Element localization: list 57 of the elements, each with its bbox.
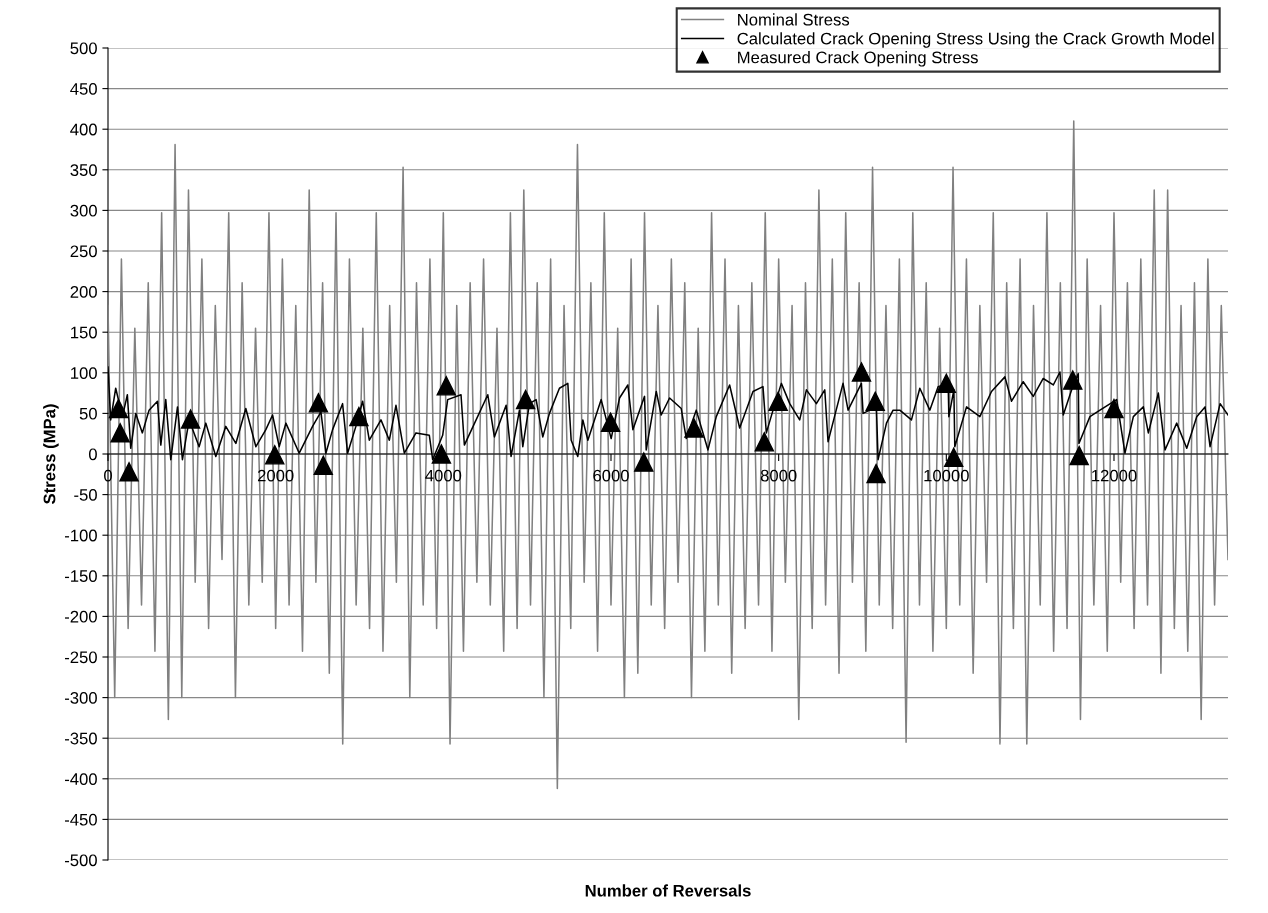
point [265,445,285,465]
point [119,462,139,482]
y-tick-label: 400 [70,123,97,136]
point [1063,370,1083,390]
y-tick-label: 300 [70,204,97,217]
y-tick-label: 0 [88,448,97,461]
point [754,432,775,452]
point [110,423,130,443]
y-tick-label: -450 [64,813,97,826]
y-tick-label: 100 [71,367,97,379]
point [634,452,654,472]
y-tick-label: -200 [64,610,97,623]
point [431,444,452,464]
point [851,362,872,382]
y-axis-title: Stress (MPa) [43,404,59,504]
point [865,391,885,411]
point [1104,398,1124,419]
y-tick-label: -400 [64,773,97,785]
y-tick-label: -150 [64,570,97,582]
y-tick-label: 500 [70,42,97,55]
point [943,447,964,467]
point [180,409,201,429]
y-tick-label: -250 [64,651,97,664]
point [936,373,957,394]
legend-label: Measured Crack Opening Stress [738,51,978,67]
y-tick-label: 150 [71,326,97,339]
x-tick-label: 10000 [924,469,969,482]
point [600,412,621,433]
point [1069,445,1089,466]
y-tick-label: 200 [70,286,97,298]
y-tick-label: 50 [79,407,97,420]
point [108,398,129,419]
y-tick-label: -350 [64,732,97,745]
point [308,393,329,413]
y-tick-label: -50 [74,489,97,501]
y-tick-label: 350 [70,164,97,176]
y-tick-label: -100 [64,529,97,542]
point [684,418,704,438]
y-tick-label: 450 [70,83,97,95]
y-tick-label: -500 [64,854,97,867]
x-axis-title: Number of Reversals [585,884,751,897]
x-tick-label: 12000 [1092,469,1137,482]
point [768,391,788,411]
x-tick-label: 2000 [257,469,294,482]
point [349,406,369,427]
point [866,463,886,484]
y-tick-label: -300 [64,692,97,704]
legend-label: Nominal Stress [738,13,850,26]
x-tick-label: 8000 [760,469,797,482]
y-tick-label: 250 [70,245,97,258]
point [313,455,334,476]
point [436,376,456,396]
legend-label: Calculated Crack Opening Stress Using the Crack Growth Model [737,32,1214,48]
x-tick-label: 4000 [425,469,462,482]
x-tick-label: 6000 [593,469,629,482]
point [515,389,536,410]
x-tick-label: 0 [104,469,112,482]
